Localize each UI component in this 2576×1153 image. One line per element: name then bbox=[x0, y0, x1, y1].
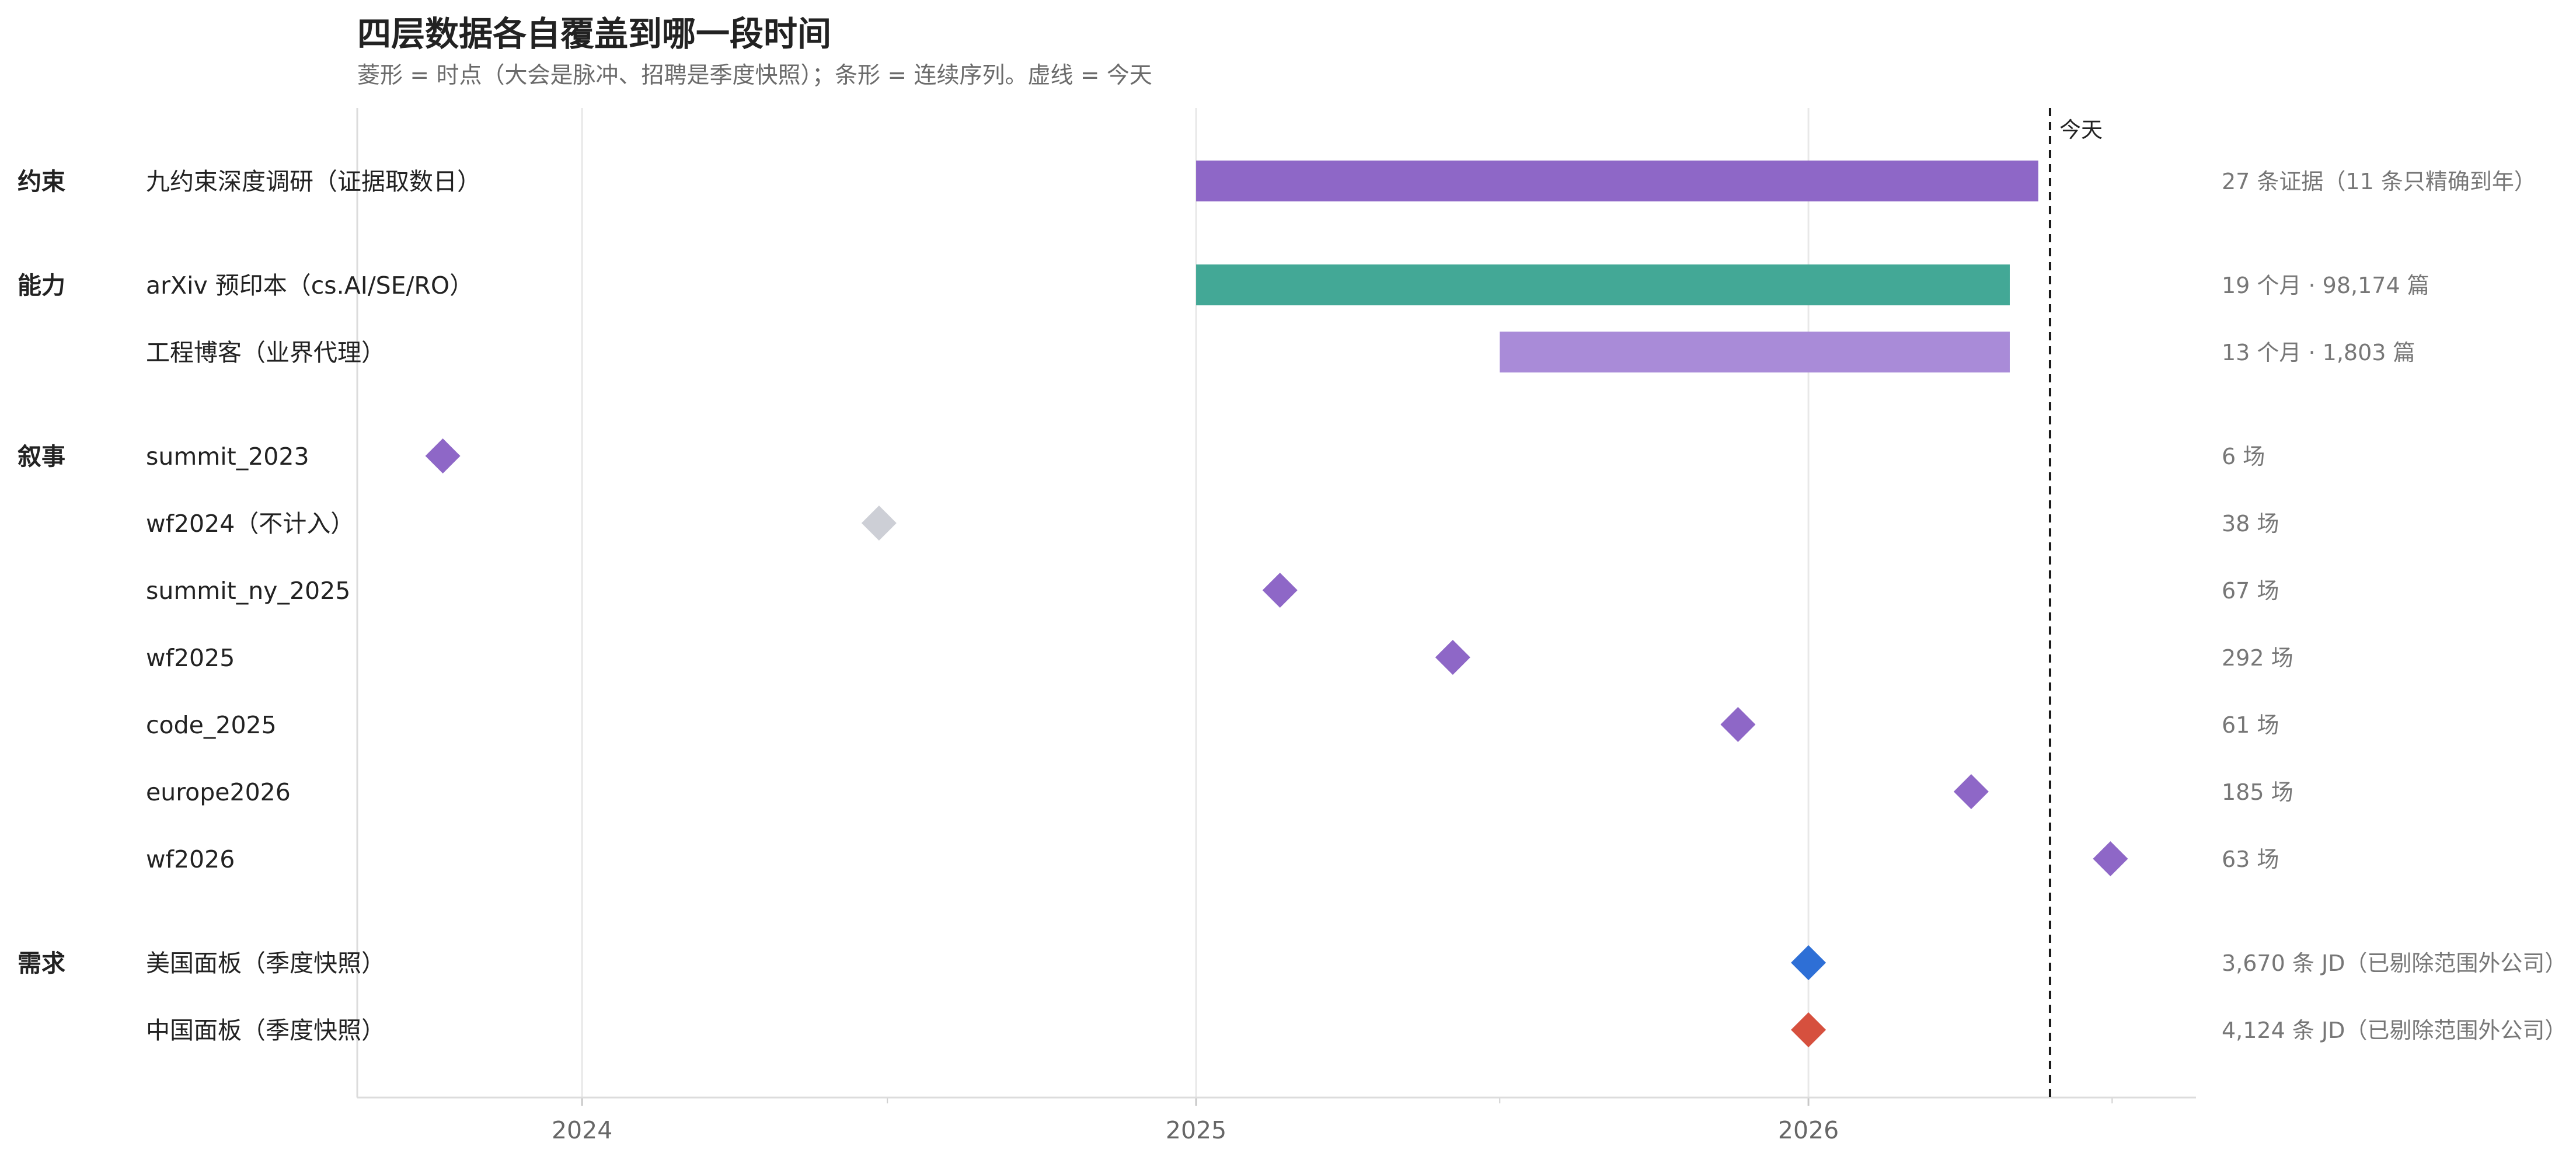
row-note-2-4: 61 场 bbox=[2222, 712, 2279, 738]
row-note-2-2: 67 场 bbox=[2222, 578, 2279, 604]
row-label-2-3: wf2025 bbox=[146, 644, 235, 672]
row-label-0-0: 九约束深度调研（证据取数日） bbox=[146, 168, 481, 196]
row-note-2-5: 185 场 bbox=[2222, 779, 2293, 805]
row-note-1-0: 19 个月 · 98,174 篇 bbox=[2222, 273, 2429, 298]
chart-title: 四层数据各自覆盖到哪一段时间 bbox=[357, 14, 831, 54]
diamond-2-2 bbox=[1262, 573, 1298, 608]
diamond-2-4 bbox=[1720, 707, 1756, 742]
row-label-1-1: 工程博客（业界代理） bbox=[146, 339, 385, 367]
row-label-2-5: europe2026 bbox=[146, 778, 291, 806]
tick-label-2: 2026 bbox=[1778, 1116, 1839, 1144]
diamond-2-0 bbox=[425, 438, 461, 473]
layer-label-1: 能力 bbox=[18, 271, 65, 299]
row-label-2-2: summit_ny_2025 bbox=[146, 577, 350, 605]
row-note-2-3: 292 场 bbox=[2222, 645, 2293, 671]
row-label-2-1: wf2024（不计入） bbox=[146, 510, 354, 538]
row-label-3-1: 中国面板（季度快照） bbox=[146, 1016, 385, 1044]
today-label: 今天 bbox=[2059, 117, 2103, 142]
row-label-2-6: wf2026 bbox=[146, 845, 235, 873]
gridlines bbox=[581, 108, 1810, 1098]
diamond-2-1 bbox=[861, 506, 897, 541]
today-marker: 今天 bbox=[2048, 108, 2103, 1098]
layer-label-0: 约束 bbox=[18, 168, 65, 196]
row-label-2-4: code_2025 bbox=[146, 711, 277, 739]
row-label-1-0: arXiv 预印本（cs.AI/SE/RO） bbox=[146, 271, 473, 299]
layer-label-2: 叙事 bbox=[18, 443, 65, 471]
bar-1-1 bbox=[1500, 332, 2010, 372]
x-axis: 2024 2025 2026 bbox=[356, 108, 2196, 1144]
diamond-2-6 bbox=[2093, 841, 2128, 876]
tick-label-1: 2025 bbox=[1166, 1116, 1226, 1144]
row-note-2-1: 38 场 bbox=[2222, 511, 2279, 537]
row-note-2-0: 6 场 bbox=[2222, 444, 2265, 469]
row-label-3-0: 美国面板（季度快照） bbox=[146, 949, 385, 977]
row-note-1-1: 13 个月 · 1,803 篇 bbox=[2222, 340, 2415, 365]
chart-subtitle: 菱形 = 时点（大会是脉冲、招聘是季度快照）；条形 = 连续序列。虚线 = 今天 bbox=[357, 62, 1152, 89]
tick-label-0: 2024 bbox=[552, 1116, 612, 1144]
row-note-2-6: 63 场 bbox=[2222, 847, 2279, 872]
layer-label-3: 需求 bbox=[18, 949, 65, 977]
row-note-3-1: 4,124 条 JD（已剔除范围外公司） bbox=[2222, 1018, 2567, 1043]
row-label-2-0: summit_2023 bbox=[146, 443, 309, 471]
diamond-2-5 bbox=[1953, 774, 1989, 809]
diamond-2-3 bbox=[1435, 640, 1470, 675]
row-note-3-0: 3,670 条 JD（已剔除范围外公司） bbox=[2222, 950, 2567, 976]
chart-marks bbox=[425, 161, 2128, 1047]
bar-0-0 bbox=[1196, 161, 2038, 201]
bar-1-0 bbox=[1196, 264, 2010, 305]
diamond-3-0 bbox=[1791, 945, 1826, 980]
diamond-3-1 bbox=[1791, 1012, 1826, 1047]
row-labels: 约束 九约束深度调研（证据取数日） 27 条证据（11 条只精确到年） 能力 arXiv… bbox=[18, 168, 2567, 1044]
row-note-0-0: 27 条证据（11 条只精确到年） bbox=[2222, 169, 2536, 194]
